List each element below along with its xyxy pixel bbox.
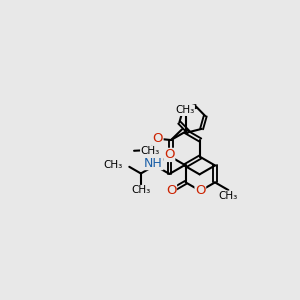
Text: O: O xyxy=(152,132,163,145)
Text: CH₃: CH₃ xyxy=(175,106,194,116)
Text: O: O xyxy=(166,184,176,197)
Text: O: O xyxy=(195,184,206,197)
Text: CH₃: CH₃ xyxy=(141,146,160,156)
Text: CH₃: CH₃ xyxy=(131,185,151,195)
Text: NH: NH xyxy=(144,157,163,169)
Text: CH₃: CH₃ xyxy=(219,191,238,201)
Text: CH₃: CH₃ xyxy=(103,160,123,170)
Text: O: O xyxy=(164,148,175,161)
